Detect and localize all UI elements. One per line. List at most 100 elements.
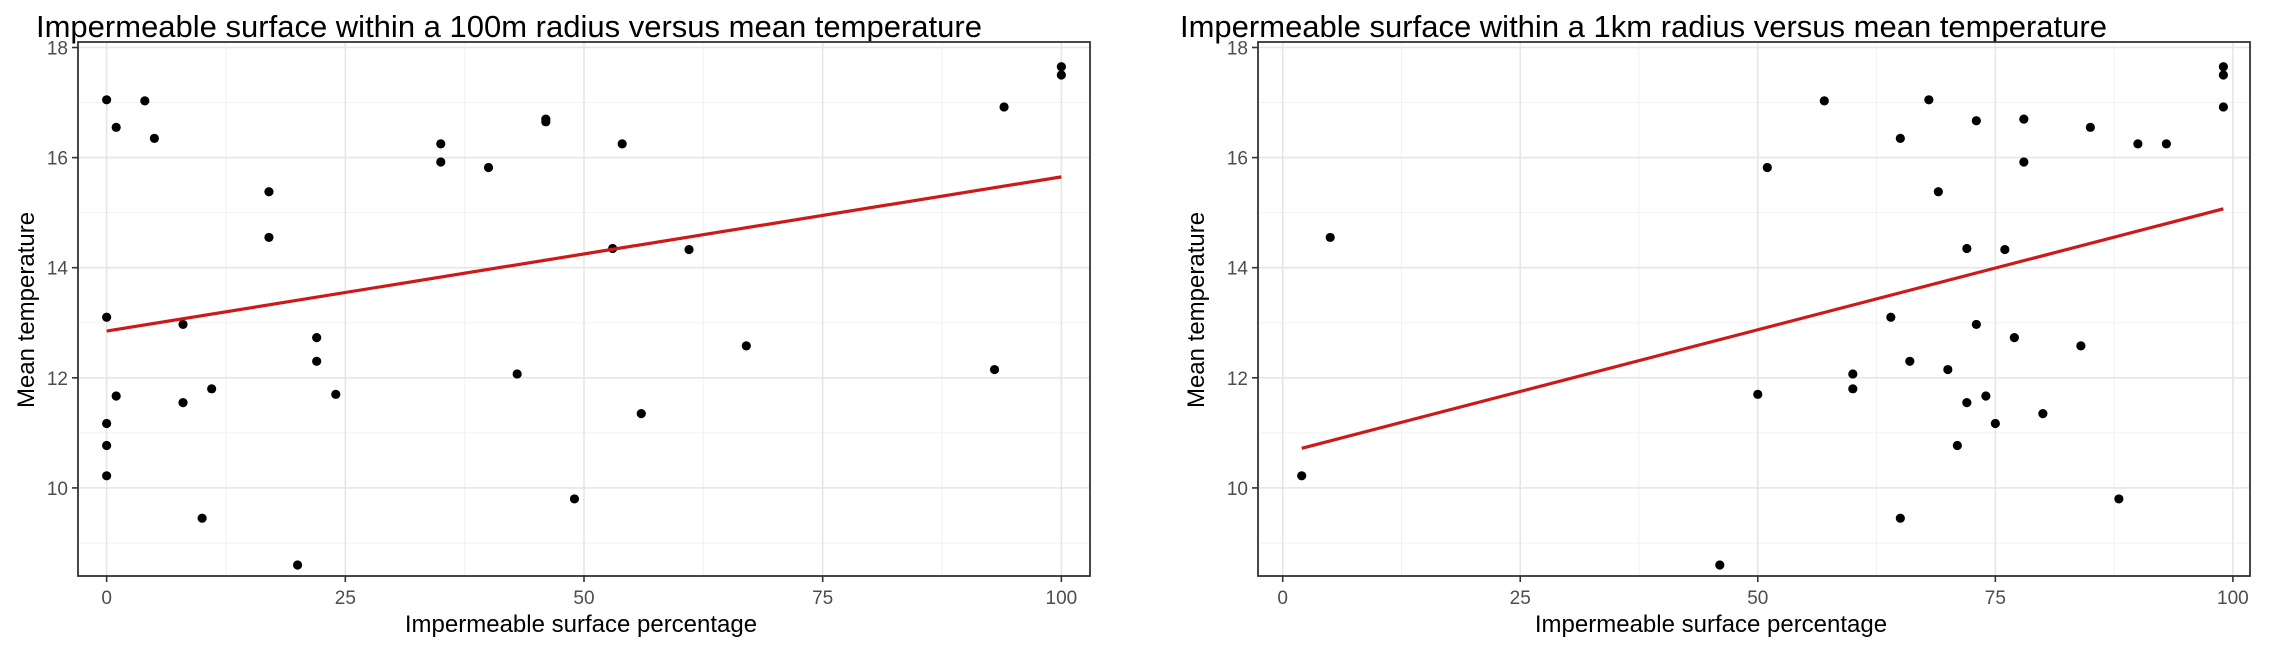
data-point [1056, 70, 1066, 80]
data-point [1933, 187, 1943, 197]
y-tick-label: 10 [1227, 479, 1248, 500]
data-point [102, 471, 112, 481]
y-tick-label: 16 [1227, 149, 1248, 170]
trend-line [106, 175, 1062, 333]
data-point [1848, 384, 1858, 394]
y-axis: 10 12 14 16 18 [1227, 39, 1258, 500]
y-tick-label: 18 [47, 39, 68, 60]
data-point [2161, 139, 2171, 149]
data-point [331, 389, 341, 399]
grid-lines [78, 42, 1090, 576]
x-tick-label: 75 [1985, 588, 2006, 609]
data-point [149, 133, 159, 143]
plot-frame [1257, 41, 2251, 577]
data-point [1971, 319, 1981, 330]
data-point [2218, 62, 2228, 72]
data-point [1297, 471, 1307, 481]
data-point [569, 494, 580, 504]
data-point [1819, 96, 1829, 106]
data-point [512, 369, 522, 379]
data-point [178, 397, 188, 408]
y-tick-label: 16 [47, 149, 68, 170]
data-point [2076, 341, 2086, 351]
scatter-chart-1km: Impermeable surface within a 1km radius … [1180, 9, 2251, 638]
y-tick-label: 14 [47, 259, 69, 280]
y-axis-title: Mean temperature [13, 212, 40, 408]
y-tick-label: 12 [47, 369, 68, 390]
chart-title: Impermeable surface within a 100m radius… [36, 9, 982, 44]
x-tick-label: 0 [1277, 588, 1288, 609]
data-point [111, 391, 121, 401]
data-point [436, 157, 446, 167]
data-point [292, 560, 303, 570]
data-point [2038, 408, 2048, 419]
data-point [617, 139, 627, 149]
data-point [102, 312, 112, 322]
data-point [1924, 95, 1934, 105]
data-point [102, 418, 112, 429]
data-point [102, 95, 112, 105]
data-point [436, 139, 446, 149]
data-point [1753, 389, 1763, 399]
data-point [1981, 391, 1991, 401]
y-tick-label: 18 [1227, 39, 1248, 60]
data-points [1297, 62, 2228, 570]
chart-panel-100m: Impermeable surface within a 100m radius… [13, 9, 1091, 638]
data-point [140, 96, 150, 106]
data-point [264, 187, 274, 197]
data-point [1905, 356, 1915, 366]
data-point [989, 364, 1000, 375]
x-tick-label: 0 [101, 588, 112, 609]
y-tick-label: 10 [47, 479, 68, 500]
data-points [102, 62, 1066, 570]
data-point [102, 440, 112, 451]
data-point [2009, 333, 2019, 343]
data-point [1886, 312, 1896, 322]
chart-title: Impermeable surface within a 1km radius … [1180, 9, 2107, 44]
data-point [741, 341, 751, 351]
scatter-chart-100m: Impermeable surface within a 100m radius… [13, 9, 1091, 638]
data-point [197, 513, 207, 523]
x-tick-label: 100 [1046, 588, 1078, 609]
grid-lines [1258, 42, 2250, 576]
data-point [1971, 116, 1981, 126]
y-axis-title: Mean temperature [1183, 212, 1210, 408]
data-point [1715, 560, 1725, 570]
data-point [684, 244, 694, 255]
data-point [1848, 369, 1858, 379]
chart-panel-1km: Impermeable surface within a 1km radius … [1180, 0, 2290, 650]
data-point [541, 117, 551, 127]
data-point [1762, 162, 1772, 173]
data-point [1056, 62, 1066, 72]
y-axis: 10 12 14 16 18 [47, 39, 78, 500]
data-point [2133, 139, 2143, 149]
data-point [1962, 243, 1972, 254]
data-point [1325, 232, 1335, 243]
data-point [1895, 133, 1905, 143]
data-point [312, 333, 322, 343]
x-tick-label: 25 [1510, 588, 1531, 609]
x-tick-label: 50 [1747, 588, 1768, 609]
data-point [999, 102, 1009, 112]
data-point [2114, 494, 2124, 504]
x-tick-label: 25 [335, 588, 356, 609]
x-axis-title: Impermeable surface percentage [1535, 611, 1887, 638]
data-point [178, 319, 188, 330]
data-point [636, 408, 646, 419]
data-point [2218, 70, 2228, 80]
x-axis: 0 25 50 75 100 [101, 576, 1077, 609]
data-point [2019, 157, 2029, 167]
data-point [2085, 122, 2095, 132]
plot-background [1258, 42, 2250, 576]
data-point [111, 122, 121, 132]
data-point [312, 356, 322, 366]
data-point [264, 232, 274, 243]
x-tick-label: 75 [812, 588, 833, 609]
data-point [1895, 513, 1905, 523]
data-point [2000, 244, 2010, 255]
x-axis: 0 25 50 75 100 [1277, 576, 2249, 609]
data-point [2019, 114, 2029, 124]
trend-line [1301, 207, 2224, 450]
data-point [483, 162, 494, 173]
data-point [1943, 364, 1953, 375]
